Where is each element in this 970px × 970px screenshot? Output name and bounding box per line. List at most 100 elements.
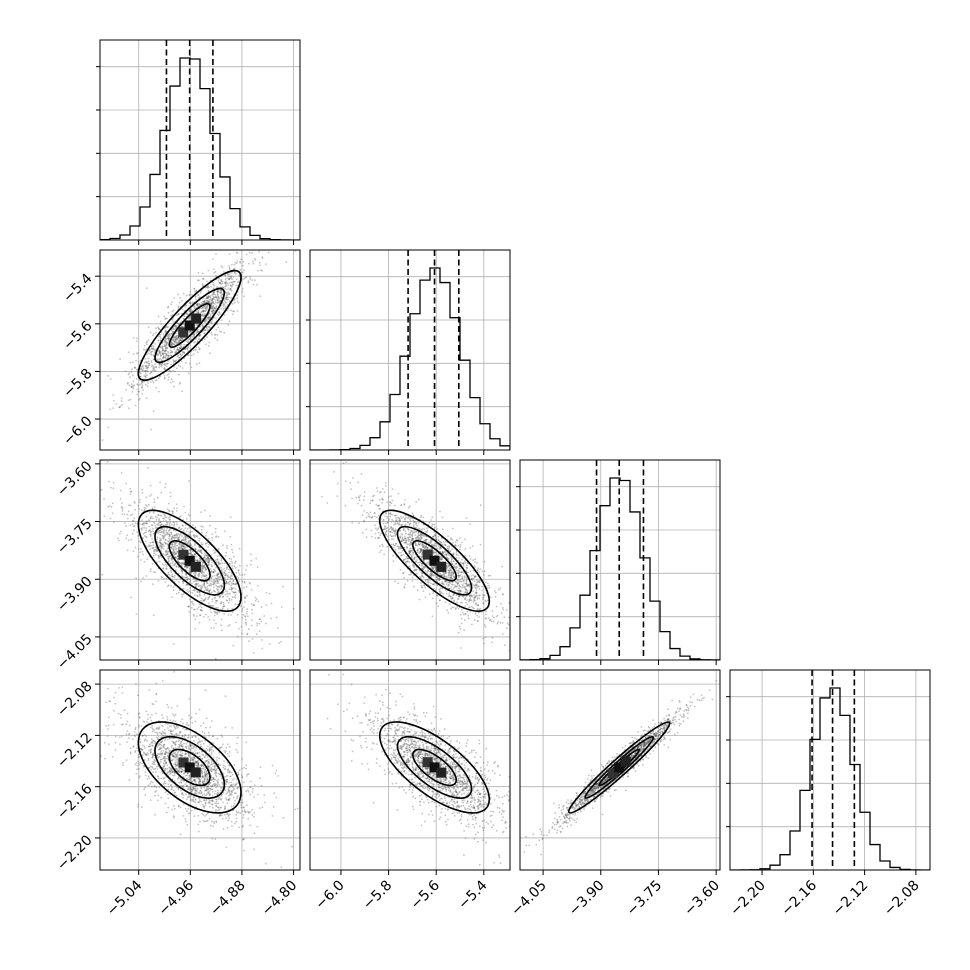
scatter-point [415,536,417,539]
scatter-point [270,617,273,620]
scatter-point [386,521,389,524]
scatter-point [452,560,455,563]
scatter-point [249,553,252,556]
scatter-point [215,561,218,563]
scatter-point [171,318,174,321]
scatter-point [150,531,152,533]
scatter-point [176,555,179,558]
scatter-point [476,598,479,600]
scatter-point [192,534,195,537]
scatter-point [211,312,214,315]
scatter-point [203,599,206,602]
scatter-point [457,591,460,594]
scatter-point [207,564,210,566]
scatter-point [147,503,150,506]
scatter-point [208,318,211,321]
scatter-point [421,543,424,546]
scatter-point [419,551,422,554]
scatter-point [167,571,170,574]
scatter-point [204,321,207,323]
scatter-point [210,299,212,301]
scatter-point [228,265,230,267]
scatter-point [179,533,182,536]
scatter-point [474,619,476,621]
scatter-point [230,560,233,563]
scatter-point [157,557,160,560]
scatter-point [456,566,458,569]
scatter-point [514,589,516,591]
scatter-point [182,581,185,583]
scatter-panel-2-1 [309,459,516,665]
scatter-point [464,590,467,593]
scatter-point [491,636,494,639]
scatter-point [144,375,147,378]
scatter-point [200,549,202,552]
scatter-point [374,532,377,535]
scatter-point [216,286,219,288]
scatter-point [138,390,141,393]
scatter-point [154,553,157,556]
scatter-point [170,557,173,560]
scatter-point [175,530,177,532]
scatter-point [170,329,173,331]
scatter-point [409,553,411,556]
scatter-point [450,537,452,539]
scatter-point [173,385,175,388]
scatter-point [161,349,164,352]
scatter-point [393,523,396,526]
scatter-point [390,521,393,523]
scatter-point [196,608,199,611]
scatter-point [220,279,223,282]
scatter-point [170,378,173,381]
scatter-point [447,595,450,598]
scatter-point [162,537,164,540]
scatter-point [161,346,164,349]
scatter-point [139,368,142,371]
scatter-point [164,514,167,517]
scatter-point [180,562,183,564]
scatter-point [220,280,223,283]
scatter-point [132,353,135,355]
scatter-point [187,339,190,341]
scatter-point [267,251,270,254]
scatter-point [171,344,174,347]
scatter-point [165,534,168,536]
scatter-point [451,542,454,544]
scatter-point [377,527,380,530]
scatter-point [139,559,142,561]
scatter-point [194,535,197,537]
scatter-point [251,612,254,615]
scatter-point [187,372,190,375]
scatter-point [208,596,211,599]
scatter-point [226,578,229,581]
scatter-point [355,496,358,499]
scatter-point [452,594,454,597]
scatter-point [460,608,463,611]
scatter-point [223,331,226,334]
scatter-point [454,585,457,588]
scatter-point [207,295,210,298]
scatter-point [182,292,185,295]
scatter-point [228,599,231,602]
scatter-point [159,337,162,340]
scatter-point [152,532,155,535]
scatter-point [214,577,217,579]
scatter-point [441,575,443,577]
scatter-point [193,534,196,536]
scatter-point [224,282,226,285]
scatter-point [172,551,175,553]
scatter-point [139,375,142,378]
scatter-point [180,543,182,546]
scatter-point [453,564,456,567]
scatter-point [458,625,461,628]
scatter-point [174,350,177,353]
scatter-point [164,357,167,360]
scatter-point [228,293,231,296]
scatter-point [158,358,161,361]
scatter-point [206,559,209,562]
scatter-point [402,558,405,561]
scatter-point [466,591,468,594]
scatter-point [215,307,218,309]
scatter-point [206,554,209,557]
scatter-point [388,528,391,530]
